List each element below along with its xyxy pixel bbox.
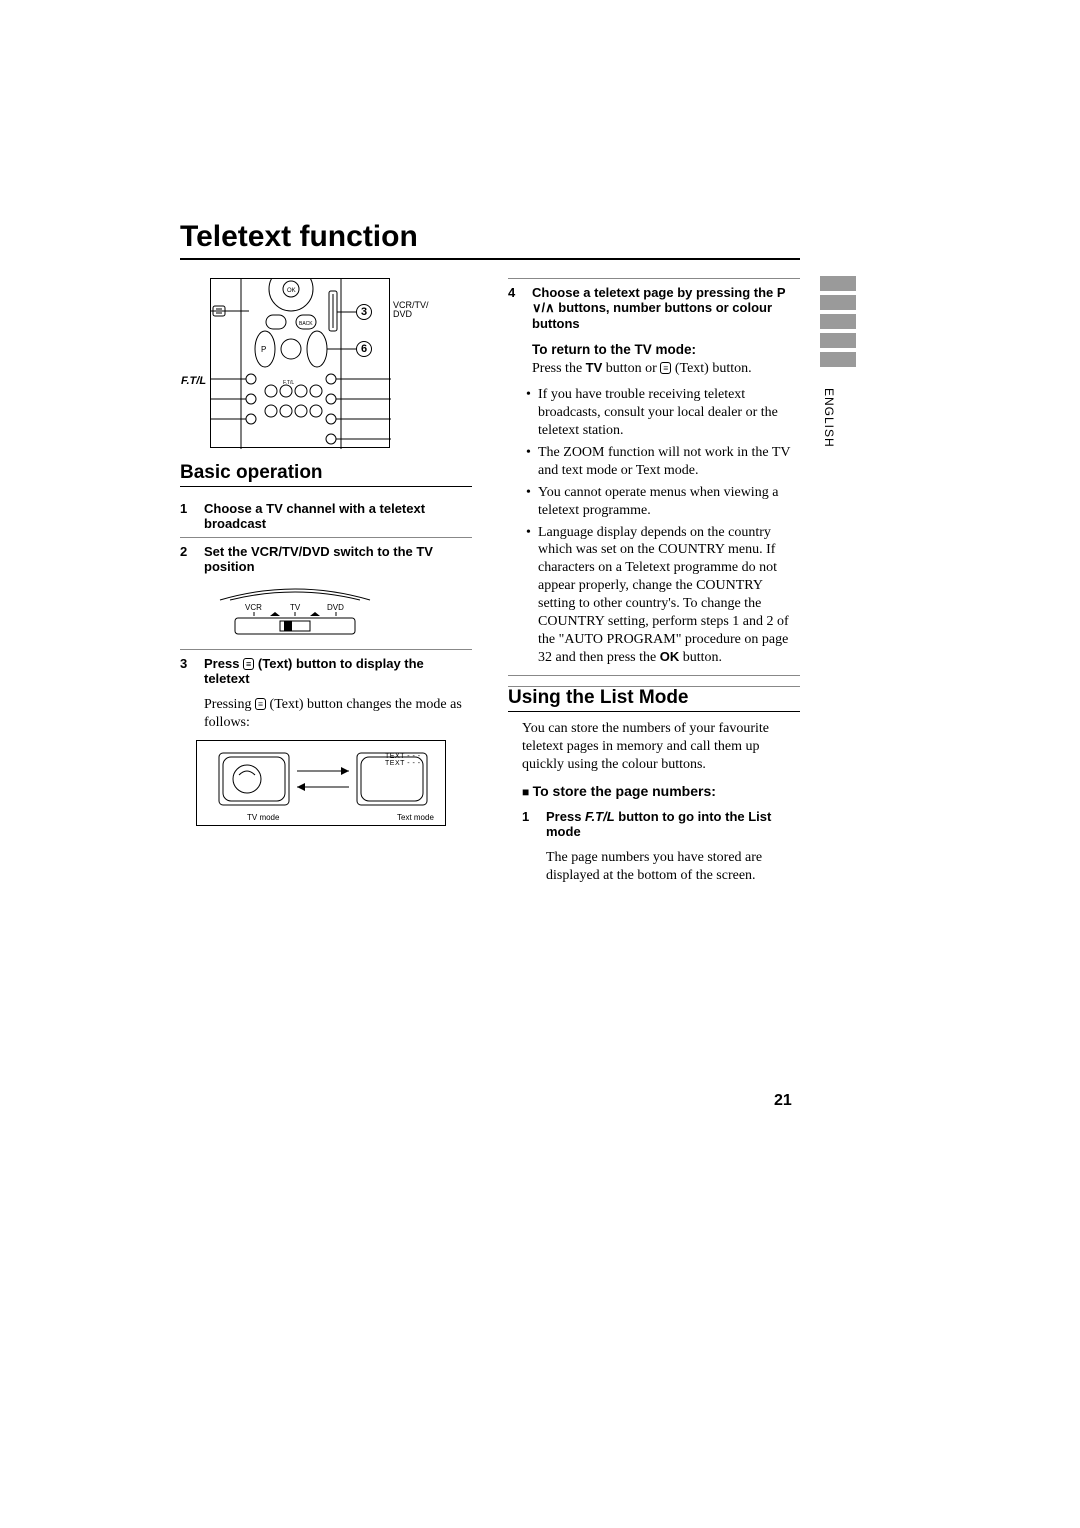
note4-b: button.	[679, 650, 722, 665]
mode-tv-label: TV mode	[247, 813, 279, 822]
step-3: 3 Press ≡ (Text) button to display the t…	[180, 650, 472, 692]
language-label: ENGLISH	[822, 388, 836, 448]
remote-vcr-label: VCR/TV/ DVD	[393, 301, 429, 319]
svg-text:OK: OK	[287, 288, 296, 294]
tab-marker	[820, 352, 856, 367]
switch-vcr-label: VCR	[245, 603, 262, 612]
list-step-1: 1 Press F.T/L button to go into the List…	[522, 803, 800, 845]
return-b: button or	[602, 361, 660, 376]
text-icon: ≡	[255, 698, 266, 710]
list-step1-a: Press	[546, 809, 585, 824]
list-step1-body: The page numbers you have stored are dis…	[546, 849, 800, 885]
mode-diagram: TEXT - - - TEXT - - - TV mode Text mode	[196, 740, 446, 826]
step-4: 4 Choose a teletext page by pressing the…	[508, 279, 800, 337]
return-heading: To return to the TV mode:	[532, 341, 800, 358]
callout-6: 6	[356, 341, 372, 357]
step-number: 2	[180, 544, 194, 574]
note-item: The ZOOM function will not work in the T…	[526, 444, 800, 480]
return-c: (Text) button.	[671, 361, 751, 376]
notes-list: If you have trouble receiving teletext b…	[526, 386, 800, 667]
page-number: 21	[774, 1092, 792, 1110]
step-number: 1	[522, 809, 536, 839]
step-2: 2 Set the VCR/TV/DVD switch to the TV po…	[180, 538, 472, 580]
note4-a: Language display depends on the country …	[538, 525, 789, 665]
step-text: Set the VCR/TV/DVD switch to the TV posi…	[204, 544, 472, 574]
tv-word: TV	[586, 360, 603, 375]
svg-text:BACK: BACK	[299, 321, 313, 327]
step-number: 1	[180, 501, 194, 531]
mode-text-label: Text mode	[397, 813, 434, 822]
left-column: OK BACK P	[180, 278, 472, 885]
svg-text:F.T/L: F.T/L	[283, 380, 294, 386]
step4-b: buttons, number buttons or colour button…	[532, 300, 772, 331]
remote-ftl-label: F.T/L	[181, 375, 206, 387]
tab-marker	[820, 276, 856, 291]
switch-diagram: VCR TV DVD	[210, 586, 472, 643]
return-block: To return to the TV mode: Press the TV b…	[532, 341, 800, 378]
step-text: Choose a teletext page by pressing the P…	[532, 285, 800, 331]
tab-marker	[820, 314, 856, 329]
step3-body: Pressing ≡ (Text) button changes the mod…	[204, 696, 472, 732]
step-number: 4	[508, 285, 522, 331]
section-tabs	[820, 276, 856, 371]
list-mode-intro: You can store the numbers of your favour…	[522, 720, 800, 774]
ftl-word: F.T/L	[585, 809, 615, 824]
note-item: You cannot operate menus when viewing a …	[526, 484, 800, 520]
text-icon: ≡	[660, 362, 671, 374]
step3-body-a: Pressing	[204, 697, 255, 712]
step-text: Press ≡ (Text) button to display the tel…	[204, 656, 472, 686]
note-item: If you have trouble receiving teletext b…	[526, 386, 800, 440]
callout-3: 3	[356, 304, 372, 320]
tab-marker	[820, 333, 856, 348]
return-a: Press the	[532, 361, 586, 376]
page-title: Teletext function	[180, 220, 800, 260]
mode-text-content: TEXT - - - TEXT - - -	[385, 753, 421, 767]
text-icon: ≡	[243, 658, 254, 670]
svg-text:P: P	[261, 345, 266, 354]
store-page-numbers-heading: To store the page numbers:	[522, 783, 800, 799]
using-list-mode-heading: Using the List Mode	[508, 686, 800, 712]
tab-marker	[820, 295, 856, 310]
basic-operation-heading: Basic operation	[180, 462, 472, 487]
right-column: 4 Choose a teletext page by pressing the…	[508, 278, 800, 885]
page-content: Teletext function OK BACK	[180, 220, 800, 885]
switch-dvd-label: DVD	[327, 603, 344, 612]
remote-diagram: OK BACK P	[210, 278, 390, 448]
step4-a: Choose a teletext page by pressing the	[532, 285, 777, 300]
ok-word: OK	[660, 649, 680, 664]
note-item: Language display depends on the country …	[526, 524, 800, 667]
switch-tv-label: TV	[290, 603, 301, 612]
step-text: Choose a TV channel with a teletext broa…	[204, 501, 472, 531]
step-text: Press F.T/L button to go into the List m…	[546, 809, 800, 839]
step-number: 3	[180, 656, 194, 686]
step3-text-a: Press	[204, 656, 243, 671]
step-1: 1 Choose a TV channel with a teletext br…	[180, 495, 472, 538]
